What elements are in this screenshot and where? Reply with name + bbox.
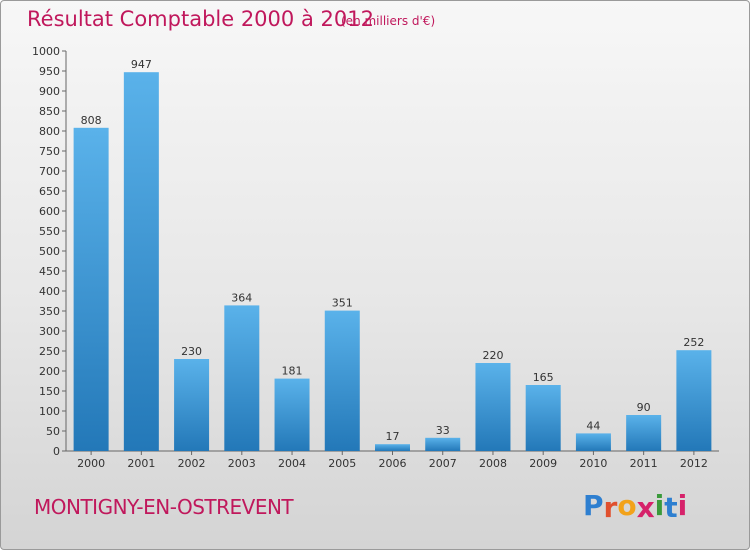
x-tick-label: 2005 (328, 457, 356, 470)
y-tick-label: 500 (39, 245, 60, 258)
y-tick-label: 1000 (32, 45, 60, 58)
logo-letter: x (636, 491, 655, 524)
x-tick-label: 2011 (630, 457, 658, 470)
bar (475, 363, 511, 451)
logo-letter: i (677, 489, 688, 522)
x-axis: 2000 2001 2002 2003 2004 2005 2006 2007 2008 2009… (66, 450, 719, 470)
logo-letter: o (617, 489, 637, 522)
y-tick-label: 50 (46, 425, 60, 438)
chart-subtitle: (en milliers d'€) (341, 14, 436, 28)
bar (324, 310, 360, 451)
y-tick-label: 950 (39, 65, 60, 78)
chart-title: Résultat Comptable 2000 à 2012 (27, 7, 374, 31)
x-tick-label: 2007 (429, 457, 457, 470)
y-tick-label: 400 (39, 285, 60, 298)
bar (676, 350, 712, 451)
x-tick-label: 2003 (228, 457, 256, 470)
bar (375, 444, 410, 451)
y-tick-label: 100 (39, 405, 60, 418)
bar-value-label: 808 (81, 114, 102, 127)
x-tick-label: 2012 (680, 457, 708, 470)
bar-value-label: 230 (181, 345, 202, 358)
y-tick-label: 750 (39, 145, 60, 158)
y-tick-label: 350 (39, 305, 60, 318)
bar-value-label: 252 (683, 336, 704, 349)
logo-letter: t (664, 491, 678, 524)
bar (73, 127, 109, 452)
logo-letter: i (654, 489, 665, 522)
y-tick-label: 650 (39, 185, 60, 198)
bar-value-label: 947 (131, 58, 152, 71)
x-tick-label: 2004 (278, 457, 306, 470)
bar-value-label: 33 (436, 424, 450, 437)
bar-value-label: 90 (637, 401, 651, 414)
y-tick-label: 600 (39, 205, 60, 218)
bar (525, 385, 561, 451)
y-tick-label: 700 (39, 165, 60, 178)
x-tick-label: 2006 (379, 457, 407, 470)
bar (425, 437, 461, 451)
bars-group: 808 947 230 364 181 351 17 33 220 165 44 90 252 (73, 58, 712, 452)
y-tick-label: 900 (39, 85, 60, 98)
x-tick-label: 2000 (77, 457, 105, 470)
y-tick-label: 0 (53, 445, 60, 458)
y-axis: 0 50 100 150 200 250 300 350 400 450 500 550 600 650 7… (32, 45, 67, 458)
y-tick-label: 550 (39, 225, 60, 238)
bar (224, 305, 260, 451)
bar-value-label: 351 (332, 297, 353, 310)
town-name: MONTIGNY-EN-OSTREVENT (34, 495, 294, 519)
bar-value-label: 220 (482, 349, 503, 362)
bar (274, 378, 310, 451)
bar (174, 359, 210, 451)
x-tick-label: 2001 (127, 457, 155, 470)
bar (123, 72, 159, 451)
y-tick-label: 800 (39, 125, 60, 138)
bar-value-label: 364 (231, 291, 252, 304)
y-tick-label: 150 (39, 385, 60, 398)
bar-value-label: 17 (386, 430, 400, 443)
y-tick-label: 250 (39, 345, 60, 358)
logo-letter: P (583, 489, 604, 522)
bar (575, 433, 611, 451)
bar (626, 415, 662, 451)
bar-value-label: 165 (533, 371, 554, 384)
x-tick-label: 2008 (479, 457, 507, 470)
bar-value-label: 181 (282, 365, 303, 378)
y-tick-label: 200 (39, 365, 60, 378)
y-tick-label: 450 (39, 265, 60, 278)
y-tick-label: 300 (39, 325, 60, 338)
proxiti-logo: Proxiti (583, 489, 688, 524)
y-tick-label: 850 (39, 105, 60, 118)
logo-letter: r (603, 491, 618, 524)
bar-value-label: 44 (586, 419, 600, 432)
x-tick-label: 2009 (529, 457, 557, 470)
x-tick-label: 2002 (178, 457, 206, 470)
x-tick-label: 2010 (579, 457, 607, 470)
